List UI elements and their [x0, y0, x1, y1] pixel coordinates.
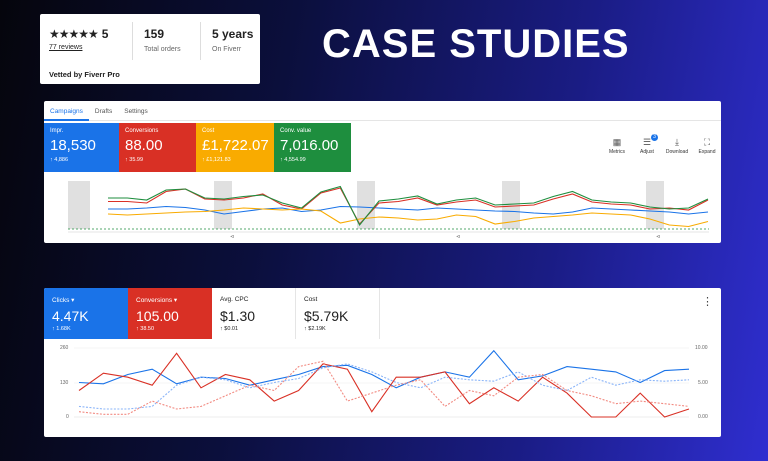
tool-label: Download [665, 149, 689, 155]
y-left-tick: 0 [66, 414, 69, 420]
adjust-badge: 3 [651, 134, 658, 141]
reviews-link[interactable]: 77 reviews [49, 44, 83, 51]
series-line-0 [108, 205, 709, 215]
tool-label: Expand [698, 149, 716, 155]
expand-button[interactable]: ⛶ Expand [694, 137, 720, 155]
metric-conversions[interactable]: Conversions ▾ 105.00 ↑ 38.50 [128, 288, 212, 339]
y-right-tick: 5.00 [698, 380, 708, 386]
tab-settings[interactable]: Settings [124, 108, 148, 115]
metric-value: $5.79K [304, 308, 349, 324]
campaign-tabs: Campaigns Drafts Settings [44, 101, 721, 121]
metric-value: 88.00 [125, 137, 163, 154]
metric-conv-value[interactable]: Conv. value 7,016.00 ↑ 4,554.99 [274, 123, 351, 172]
adjust-button[interactable]: ☰ 3 Adjust [634, 134, 660, 155]
years-label: On Fiverr [212, 46, 242, 53]
more-options-icon[interactable]: ⋮ [702, 296, 713, 308]
metric-label: Cost [202, 128, 215, 134]
tool-label: Adjust [640, 149, 654, 155]
star-rating-icon: ★★★★★ [49, 27, 99, 41]
metric-label: Cost [304, 296, 318, 303]
chart-shade-band [502, 181, 520, 229]
metric-value: 7,016.00 [280, 137, 339, 154]
metric-change: ↑ 35.99 [125, 157, 144, 163]
y-left-tick: 260 [60, 345, 69, 351]
divider [200, 22, 201, 60]
performance-panel: Clicks ▾ 4.47K ↑ 1.68K Conversions ▾ 105… [44, 288, 721, 437]
orders-stat: 159 Total orders [144, 27, 181, 53]
campaign-panel: Campaigns Drafts Settings Impr. 18,530 ↑… [44, 101, 721, 243]
metric-avg-cpc[interactable]: Avg. CPC $1.30 ↑ $0.01 [212, 288, 296, 339]
chart-shade-band [357, 181, 375, 229]
scroll-marker[interactable]: ⊲ [230, 234, 235, 240]
series-line-1 [78, 352, 690, 418]
metric-value: $1.30 [220, 308, 256, 324]
chart-shade-band [214, 181, 232, 229]
series-line-2 [78, 363, 690, 410]
fiverr-stats-card: ★★★★★ 5 77 reviews 159 Total orders 5 ye… [40, 14, 260, 84]
y-right-tick: 10.00 [695, 345, 708, 351]
download-icon: ⤓ [675, 137, 679, 147]
metric-value: 4.47K [52, 308, 89, 324]
tab-drafts[interactable]: Drafts [94, 108, 113, 115]
series-line-2 [107, 207, 709, 228]
tab-campaigns[interactable]: Campaigns [44, 101, 89, 121]
metric-label: Conversions [125, 128, 159, 134]
metric-value: £1,722.07 [202, 137, 269, 154]
metrics-button[interactable]: ▦ Metrics [604, 137, 630, 155]
adjust-icon: ☰ [642, 137, 652, 147]
metric-change: ↑ £1,121.83 [202, 157, 231, 163]
metric-change: ↑ $2.19K [304, 326, 326, 332]
chart-shading [68, 181, 664, 229]
scroll-marker[interactable]: ⊲ [456, 234, 461, 240]
metric-conversions[interactable]: Conversions 88.00 ↑ 35.99 [119, 123, 196, 172]
series-line-1 [108, 187, 709, 225]
vetted-label: Vetted by Fiverr Pro [49, 70, 120, 79]
orders-value: 159 [144, 27, 165, 41]
expand-icon: ⛶ [703, 137, 711, 147]
metric-value: 105.00 [136, 308, 179, 324]
years-stat: 5 years On Fiverr [212, 27, 253, 53]
y-right-tick: 0.00 [698, 414, 708, 420]
series-line-0 [78, 349, 690, 389]
chart-shade-band [646, 181, 664, 229]
metric-label: Impr. [50, 128, 64, 134]
years-value: 5 years [212, 27, 254, 41]
metric-label: Conversions ▾ [136, 297, 178, 304]
metric-cost[interactable]: Cost $5.79K ↑ $2.19K [296, 288, 380, 339]
scroll-marker[interactable]: ⊲ [656, 234, 661, 240]
download-button[interactable]: ⤓ Download [664, 137, 690, 155]
metric-change: ↑ 4,886 [50, 157, 69, 163]
series-line-3 [108, 185, 709, 227]
metric-label: Avg. CPC [220, 296, 249, 303]
rating: ★★★★★ 5 [49, 27, 108, 41]
metric-change: ↑ 4,554.99 [280, 157, 306, 163]
page-headline: CASE STUDIES [322, 22, 630, 66]
series-line-3 [78, 360, 690, 415]
metrics-icon: ▦ [612, 137, 622, 147]
metric-label: Clicks ▾ [52, 297, 75, 304]
metric-change: ↑ 38.50 [136, 326, 155, 332]
metric-change: ↑ 1.68K [52, 326, 71, 332]
metric-value: 18,530 [50, 137, 96, 154]
metric-impressions[interactable]: Impr. 18,530 ↑ 4,886 [44, 123, 119, 172]
y-left-tick: 130 [60, 380, 69, 386]
tool-label: Metrics [608, 149, 626, 155]
chart-shade-band [68, 181, 90, 229]
performance-chart [74, 347, 690, 418]
rating-score: 5 [101, 27, 109, 41]
metric-label: Conv. value [280, 128, 312, 134]
orders-label: Total orders [144, 46, 181, 53]
metric-clicks[interactable]: Clicks ▾ 4.47K ↑ 1.68K [44, 288, 128, 339]
metric-change: ↑ $0.01 [220, 326, 239, 332]
metric-cost[interactable]: Cost £1,722.07 ↑ £1,121.83 [196, 123, 274, 172]
divider [132, 22, 133, 60]
campaign-chart [68, 181, 709, 233]
